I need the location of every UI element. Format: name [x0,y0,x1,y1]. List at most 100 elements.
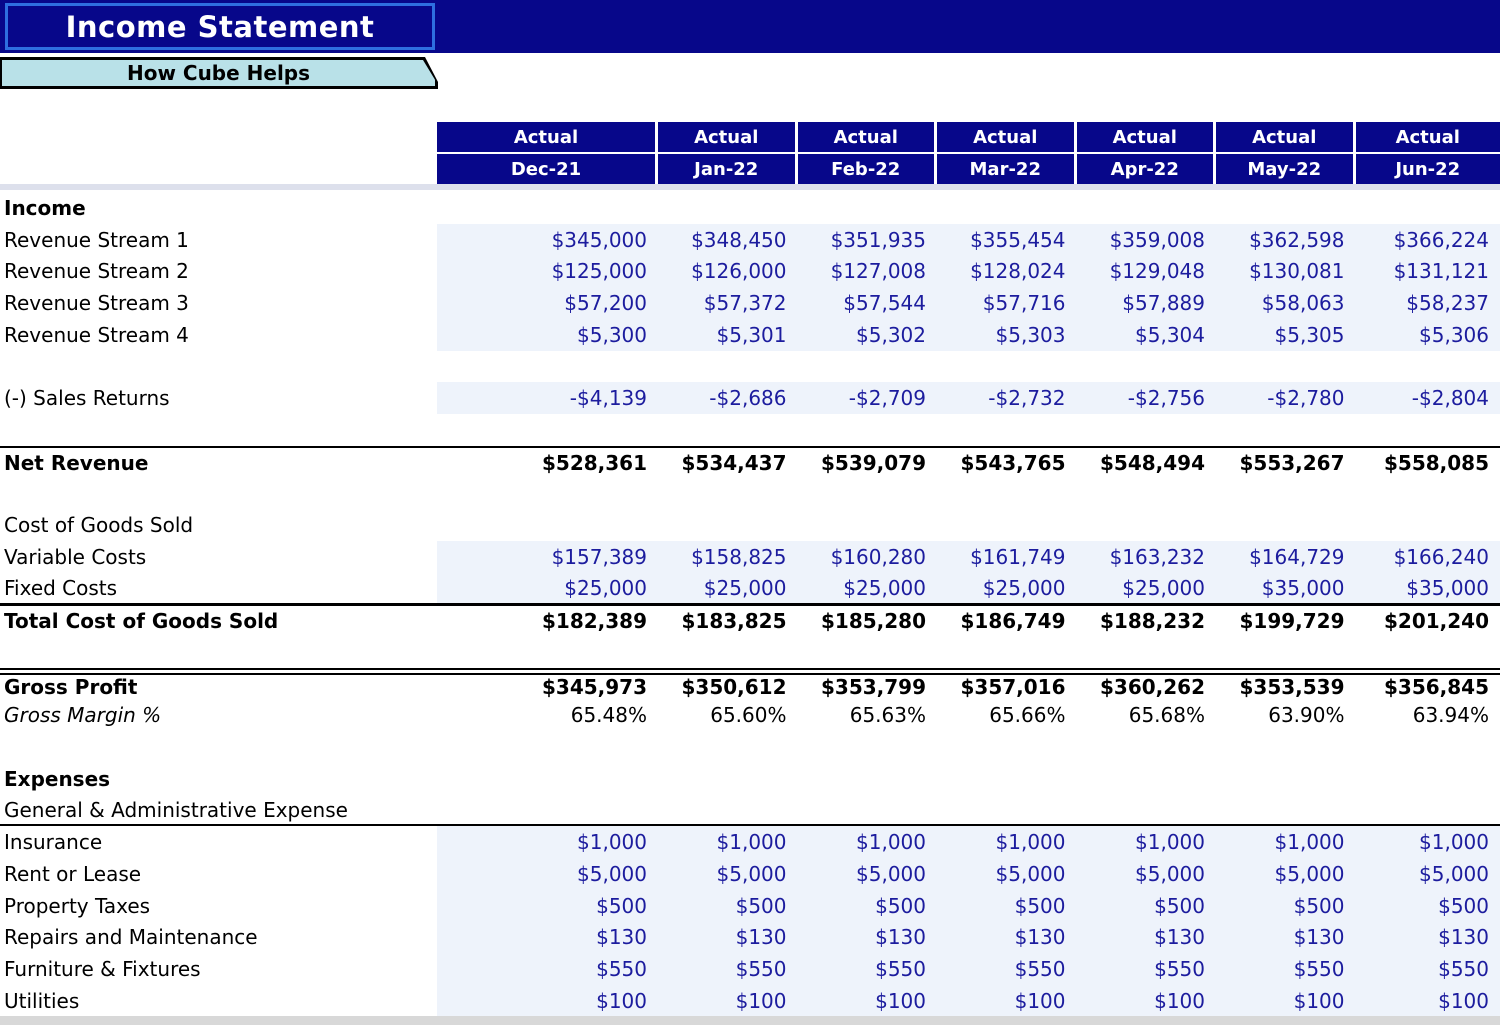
cell-fixed-costs-apr-22[interactable]: $25,000 [1076,572,1216,604]
cell-total-cost-of-goods-sold-mar-22[interactable]: $186,749 [960,609,1066,634]
cell-gross-profit-jan-22[interactable]: $350,612 [681,675,787,700]
cell-repairs-and-maintenance-jun-22[interactable]: $130 [1355,921,1500,954]
row-label-revenue-stream-4[interactable]: Revenue Stream 4 [4,322,189,347]
header-cell-period-4[interactable]: Apr-22 [1076,154,1213,184]
cell-utilities-dec-21[interactable]: $100 [437,984,658,1017]
row-label-furniture-fixtures[interactable]: Furniture & Fixtures [4,957,201,982]
cell-insurance-jun-22[interactable]: $1,000 [1355,826,1500,859]
cell-insurance-may-22[interactable]: $1,000 [1216,826,1356,859]
cell-gross-profit-jun-22[interactable]: $356,845 [1383,675,1489,700]
cell-total-cost-of-goods-sold-jun-22[interactable]: $201,240 [1383,609,1489,634]
cell-property-taxes-mar-22[interactable]: $500 [937,889,1077,922]
row-label-revenue-stream-3[interactable]: Revenue Stream 3 [4,291,189,316]
row-label-general-administrative-expense[interactable]: General & Administrative Expense [4,797,348,822]
cell-net-revenue-jun-22[interactable]: $558,085 [1383,450,1489,475]
header-cell-period-type-6[interactable]: Actual [1355,122,1500,152]
header-cell-period-5[interactable]: May-22 [1216,154,1353,184]
cell-sales-returns-feb-22[interactable]: -$2,709 [797,382,937,415]
cell-insurance-mar-22[interactable]: $1,000 [937,826,1077,859]
cell-gross-profit-dec-21[interactable]: $345,973 [541,675,647,700]
cell-revenue-stream-2-jun-22[interactable]: $131,121 [1355,255,1500,288]
cell-furniture-fixtures-jun-22[interactable]: $550 [1355,953,1500,985]
cell-revenue-stream-3-dec-21[interactable]: $57,200 [437,287,658,319]
row-label-rent-or-lease[interactable]: Rent or Lease [4,861,142,886]
cell-revenue-stream-1-dec-21[interactable]: $345,000 [437,223,658,256]
cell-total-cost-of-goods-sold-feb-22[interactable]: $185,280 [820,609,926,634]
header-cell-period-type-0[interactable]: Actual [437,122,655,152]
header-cell-period-type-5[interactable]: Actual [1216,122,1353,152]
cell-revenue-stream-1-feb-22[interactable]: $351,935 [797,223,937,256]
row-label-variable-costs[interactable]: Variable Costs [4,544,147,569]
cell-revenue-stream-2-may-22[interactable]: $130,081 [1216,255,1356,288]
cell-gross-margin-jun-22[interactable]: 63.94% [1412,703,1489,728]
cell-insurance-jan-22[interactable]: $1,000 [658,826,798,859]
row-label-gross-margin[interactable]: Gross Margin % [4,703,162,728]
cell-property-taxes-may-22[interactable]: $500 [1216,889,1356,922]
cell-rent-or-lease-may-22[interactable]: $5,000 [1216,858,1356,890]
cell-revenue-stream-4-apr-22[interactable]: $5,304 [1076,318,1216,351]
row-label-revenue-stream-2[interactable]: Revenue Stream 2 [4,259,189,284]
cell-net-revenue-jan-22[interactable]: $534,437 [681,450,787,475]
cell-repairs-and-maintenance-mar-22[interactable]: $130 [937,921,1077,954]
cell-variable-costs-jan-22[interactable]: $158,825 [658,540,798,573]
cell-repairs-and-maintenance-feb-22[interactable]: $130 [797,921,937,954]
cell-gross-margin-dec-21[interactable]: 65.48% [570,703,647,728]
cell-utilities-jan-22[interactable]: $100 [658,984,798,1017]
row-label-gross-profit[interactable]: Gross Profit [4,675,138,700]
cell-rent-or-lease-jan-22[interactable]: $5,000 [658,858,798,890]
cell-revenue-stream-1-mar-22[interactable]: $355,454 [937,223,1077,256]
cell-total-cost-of-goods-sold-dec-21[interactable]: $182,389 [541,609,647,634]
row-label-revenue-stream-1[interactable]: Revenue Stream 1 [4,227,189,252]
cell-property-taxes-apr-22[interactable]: $500 [1076,889,1216,922]
cell-net-revenue-apr-22[interactable]: $548,494 [1099,450,1205,475]
cell-variable-costs-apr-22[interactable]: $163,232 [1076,540,1216,573]
cell-utilities-mar-22[interactable]: $100 [937,984,1077,1017]
header-cell-period-3[interactable]: Mar-22 [937,154,1074,184]
cell-gross-profit-apr-22[interactable]: $360,262 [1099,675,1205,700]
row-label-property-taxes[interactable]: Property Taxes [4,893,151,918]
cell-repairs-and-maintenance-jan-22[interactable]: $130 [658,921,798,954]
cell-repairs-and-maintenance-apr-22[interactable]: $130 [1076,921,1216,954]
cell-revenue-stream-2-mar-22[interactable]: $128,024 [937,255,1077,288]
cell-utilities-jun-22[interactable]: $100 [1355,984,1500,1017]
row-label-utilities[interactable]: Utilities [4,988,80,1013]
cell-revenue-stream-3-apr-22[interactable]: $57,889 [1076,287,1216,319]
row-label-insurance[interactable]: Insurance [4,830,103,855]
cell-variable-costs-may-22[interactable]: $164,729 [1216,540,1356,573]
cell-revenue-stream-2-apr-22[interactable]: $129,048 [1076,255,1216,288]
cell-sales-returns-may-22[interactable]: -$2,780 [1216,382,1356,415]
cell-gross-margin-jan-22[interactable]: 65.60% [710,703,787,728]
cell-revenue-stream-2-jan-22[interactable]: $126,000 [658,255,798,288]
cell-fixed-costs-dec-21[interactable]: $25,000 [437,572,658,604]
cell-sales-returns-jan-22[interactable]: -$2,686 [658,382,798,415]
cell-net-revenue-may-22[interactable]: $553,267 [1239,450,1345,475]
header-cell-period-1[interactable]: Jan-22 [658,154,795,184]
cell-revenue-stream-4-jan-22[interactable]: $5,301 [658,318,798,351]
cell-fixed-costs-jan-22[interactable]: $25,000 [658,572,798,604]
cell-revenue-stream-3-feb-22[interactable]: $57,544 [797,287,937,319]
cell-revenue-stream-3-jan-22[interactable]: $57,372 [658,287,798,319]
cell-revenue-stream-2-feb-22[interactable]: $127,008 [797,255,937,288]
cell-furniture-fixtures-jan-22[interactable]: $550 [658,953,798,985]
cell-sales-returns-apr-22[interactable]: -$2,756 [1076,382,1216,415]
cell-rent-or-lease-mar-22[interactable]: $5,000 [937,858,1077,890]
row-label-sales-returns[interactable]: (-) Sales Returns [4,386,170,411]
cell-variable-costs-feb-22[interactable]: $160,280 [797,540,937,573]
cell-rent-or-lease-dec-21[interactable]: $5,000 [437,858,658,890]
cell-revenue-stream-2-dec-21[interactable]: $125,000 [437,255,658,288]
row-label-repairs-and-maintenance[interactable]: Repairs and Maintenance [4,925,258,950]
cell-utilities-apr-22[interactable]: $100 [1076,984,1216,1017]
cell-gross-profit-mar-22[interactable]: $357,016 [960,675,1066,700]
cell-gross-margin-mar-22[interactable]: 65.66% [989,703,1066,728]
cell-revenue-stream-4-jun-22[interactable]: $5,306 [1355,318,1500,351]
cell-revenue-stream-1-jan-22[interactable]: $348,450 [658,223,798,256]
cell-gross-margin-apr-22[interactable]: 65.68% [1128,703,1205,728]
cell-gross-profit-feb-22[interactable]: $353,799 [820,675,926,700]
cell-sales-returns-jun-22[interactable]: -$2,804 [1355,382,1500,415]
header-cell-period-2[interactable]: Feb-22 [797,154,934,184]
cell-variable-costs-mar-22[interactable]: $161,749 [937,540,1077,573]
how-cube-helps-tab[interactable]: How Cube Helps [0,57,438,89]
cell-utilities-may-22[interactable]: $100 [1216,984,1356,1017]
header-cell-period-type-4[interactable]: Actual [1076,122,1213,152]
cell-furniture-fixtures-apr-22[interactable]: $550 [1076,953,1216,985]
